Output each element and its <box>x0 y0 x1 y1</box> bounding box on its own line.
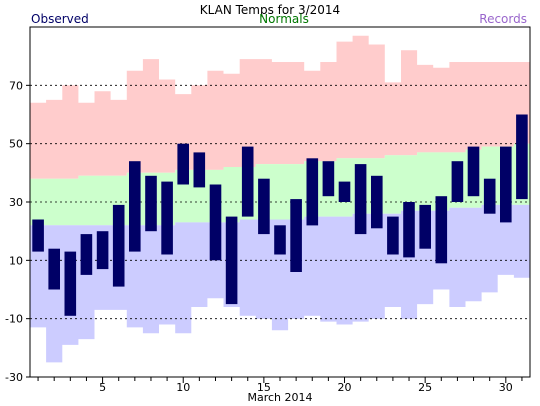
y-tick-label: 30 <box>9 196 23 209</box>
observed-bar-day-13 <box>225 216 238 305</box>
observed-bar-day-26 <box>435 196 448 264</box>
y-tick-label: -10 <box>5 313 23 326</box>
observed-bar-day-20 <box>338 181 351 202</box>
observed-bar-day-18 <box>306 158 319 226</box>
observed-bar-day-31 <box>516 114 528 200</box>
observed-bar-day-16 <box>274 225 286 255</box>
plot-area: -30 -10 10 30 50 70 5 10 15 20 25 30 <box>5 26 531 394</box>
observed-bar-day-8 <box>145 175 157 232</box>
observed-bar-day-17 <box>290 199 302 272</box>
record-high-band <box>30 35 530 179</box>
observed-bar-day-25 <box>419 204 431 249</box>
observed-bar-day-11 <box>193 152 206 188</box>
y-tick-label: 50 <box>9 138 23 151</box>
x-tick-label: 10 <box>176 381 190 394</box>
observed-bar-day-29 <box>483 178 496 214</box>
legend-observed: Observed <box>31 12 89 26</box>
observed-bar-day-23 <box>387 216 399 255</box>
y-tick-label: 10 <box>9 254 23 267</box>
observed-bar-day-14 <box>241 146 254 217</box>
observed-bar-day-5 <box>96 231 109 270</box>
observed-bar-day-27 <box>451 161 464 202</box>
observed-bar-day-15 <box>258 178 270 235</box>
observed-bar-day-22 <box>371 175 383 229</box>
observed-bar-day-9 <box>161 181 173 255</box>
x-tick-label: 30 <box>499 381 513 394</box>
observed-bar-day-1 <box>32 219 44 252</box>
observed-bar-day-24 <box>403 202 415 258</box>
x-tick-label: 25 <box>418 381 432 394</box>
observed-bar-day-4 <box>80 234 93 275</box>
observed-bar-day-21 <box>354 164 367 235</box>
legend-records: Records <box>479 12 527 26</box>
observed-bar-day-10 <box>177 143 189 185</box>
observed-bar-day-19 <box>322 161 335 197</box>
x-tick-label: 20 <box>338 381 352 394</box>
observed-bar-day-3 <box>64 251 77 316</box>
observed-bar-day-12 <box>209 184 222 261</box>
y-tick-label: 70 <box>9 79 23 92</box>
x-axis-label: March 2014 <box>247 391 312 404</box>
observed-bar-day-28 <box>467 146 480 197</box>
observed-bar-day-30 <box>500 146 512 223</box>
x-tick-label: 5 <box>99 381 106 394</box>
observed-bar-day-2 <box>48 248 60 290</box>
observed-bar-day-7 <box>129 161 141 252</box>
legend-normals: Normals <box>259 12 309 26</box>
x-tick-label: 15 <box>257 381 271 394</box>
y-tick-label: -30 <box>5 371 23 384</box>
chart-title: KLAN Temps for 3/2014 <box>200 3 340 17</box>
observed-bar-day-6 <box>112 204 125 287</box>
